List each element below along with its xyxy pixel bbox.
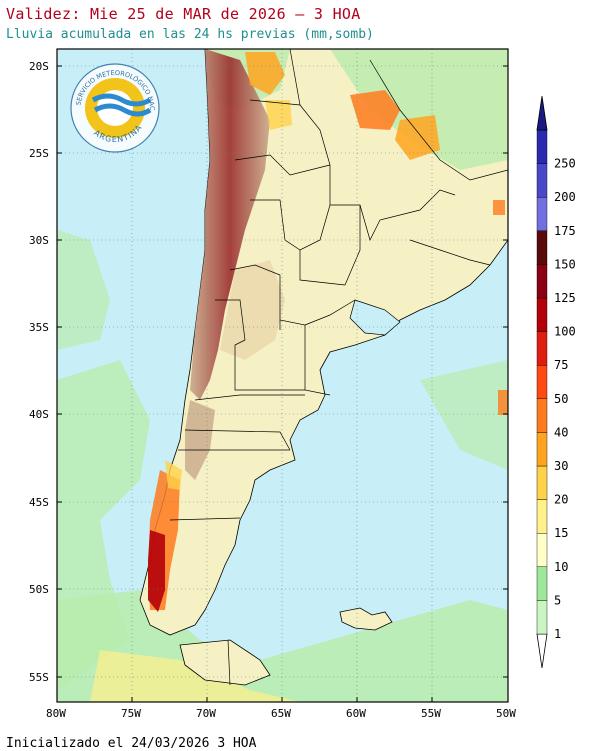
tierra-del-fuego [179,639,271,686]
legend-level-label: 5 [554,593,561,607]
legend-level-label: 30 [554,459,568,473]
patagonia-rain-yellow [165,460,182,490]
legend-swatch [536,230,548,265]
ocean-rain-south-yellow [90,650,300,702]
legend-swatch [536,499,548,534]
legend-level-label: 100 [554,325,576,339]
legend-swatch [536,566,548,601]
lon-label-80w: 80W [46,707,66,720]
wave-icon [91,93,152,107]
legend-level-label: 10 [554,560,568,574]
lat-label-50s: 50S [29,583,49,596]
legend-level-label: 175 [554,224,576,238]
legend-level-label: 40 [554,425,568,439]
rain-cell-north-4 [265,100,292,130]
rain-cell-north-2 [350,90,400,130]
lat-axis [57,65,508,678]
patagonia-rain-red [148,530,165,612]
legend-level-label: 1 [554,627,561,641]
lon-label-65w: 65W [271,707,291,720]
legend-lower-arrow [536,633,548,669]
legend-swatch [536,163,548,198]
legend-level-label: 150 [554,257,576,271]
rio-de-la-plata [349,299,401,336]
legend-swatch [536,297,548,332]
legend-swatch [536,533,548,568]
legend-swatch [536,129,548,164]
legend-swatch [536,398,548,433]
andes-terrain [190,49,270,400]
province-borders [169,49,508,686]
lat-label-55s: 55S [29,671,49,684]
map-area [57,49,508,702]
legend-level-label: 20 [554,493,568,507]
malvinas-islands [339,607,393,631]
legend-level-label: 50 [554,392,568,406]
rain-cell-north-1 [245,52,285,95]
legend-level-label: 75 [554,358,568,372]
terrain-midland [220,260,285,360]
legend-swatch [536,432,548,467]
legend-level-label: 125 [554,291,576,305]
lon-label-55w: 55W [421,707,441,720]
init-text: Inicializado el 24/03/2026 3 HOA [6,736,257,751]
legend-swatch [536,365,548,400]
legend-upper-arrow [536,95,548,131]
lat-label-30s: 30S [29,234,49,247]
lat-label-45s: 45S [29,496,49,509]
legend-swatch [536,264,548,299]
rain-cell-north-3 [395,115,440,160]
map-title: Validez: Mie 25 de MAR de 2026 — 3 HOA [6,5,361,23]
rain-cell-east [493,200,505,215]
legend-level-label: 250 [554,157,576,171]
legend-swatch [536,600,548,635]
legend-level-label: 15 [554,526,568,540]
lat-label-25s: 25S [29,147,49,160]
andes-south [185,400,215,480]
graticule [57,49,508,702]
lon-label-70w: 70W [196,707,216,720]
ocean-rain-north [57,230,110,350]
map-subtitle: Lluvia acumulada en las 24 hs previas (m… [6,27,374,42]
lon-label-75w: 75W [121,707,141,720]
legend-swatch [536,196,548,231]
lon-axis [131,697,433,702]
land-rain-green-ne [330,49,508,170]
ocean-rain-east [420,360,508,470]
lat-label-35s: 35S [29,321,49,334]
rain-cell-atlantic [498,390,508,415]
lat-label-20s: 20S [29,60,49,73]
lon-label-50w: 50W [496,707,516,720]
legend-swatch [536,331,548,366]
legend-level-label: 200 [554,190,576,204]
lat-label-40s: 40S [29,408,49,421]
legend-swatch [536,465,548,500]
lon-label-60w: 60W [346,707,366,720]
